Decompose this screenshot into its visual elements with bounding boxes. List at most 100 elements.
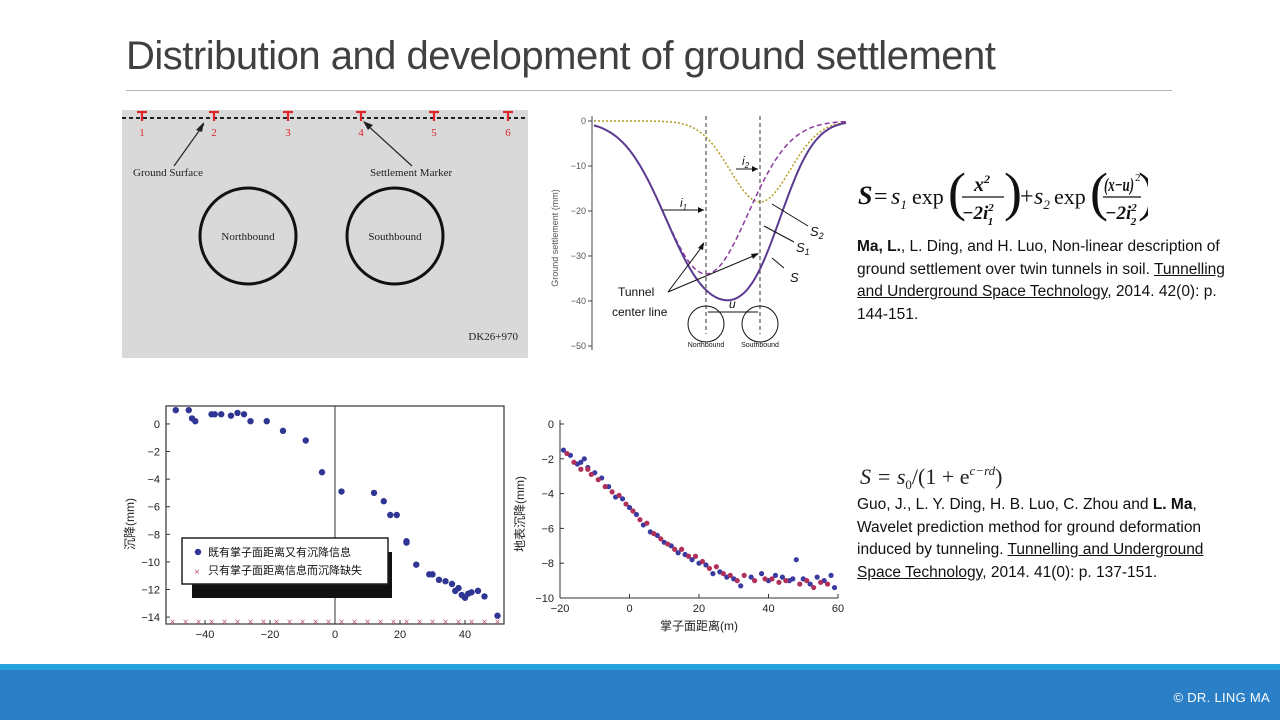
data-point-measured	[279, 427, 287, 435]
data-point-missing: ×	[248, 617, 254, 628]
x-tick-label: 20	[394, 629, 406, 641]
data-point-series-1	[772, 572, 779, 578]
data-point-series-1	[703, 562, 709, 568]
data-point-series-2	[692, 553, 699, 559]
s2-label: S2	[810, 224, 824, 241]
data-point-measured	[413, 561, 420, 568]
y-tick-label: −10	[535, 593, 554, 605]
formula-1-lparen-2: (	[1090, 166, 1108, 222]
data-point-missing: ×	[443, 617, 449, 628]
marker-number-4: 4	[358, 127, 364, 139]
tunnel-label: Tunnel	[618, 285, 654, 299]
reference-2-journal-link[interactable]: Tunnelling and Underground Space Technol…	[857, 541, 1204, 581]
tunnel-leader-1-head	[698, 242, 704, 250]
tunnel-leader-2-head	[751, 253, 759, 259]
data-point-measured	[247, 417, 254, 425]
data-point-missing: ×	[365, 617, 371, 628]
reference-1-journal-link[interactable]: Tunnelling and Underground Space Technol…	[857, 260, 1225, 301]
data-point-series-1	[581, 456, 587, 462]
reference-1-author: Ma, L.	[857, 238, 901, 255]
data-point-missing: ×	[469, 617, 475, 628]
data-point-series-2	[804, 578, 810, 584]
northbound-small-label: Northbound	[688, 342, 725, 349]
data-point-missing: ×	[404, 617, 410, 628]
i1-label: i1	[680, 196, 687, 212]
x-tick-label: 40	[459, 629, 471, 641]
formula-1-eq: =	[874, 184, 888, 210]
y-tick-label: −2	[541, 454, 554, 466]
reference-2-title: , Wavelet prediction method for ground d…	[857, 496, 1202, 558]
data-point-missing: ×	[235, 617, 241, 628]
formula-1-num2-sup: 2	[1135, 172, 1141, 184]
y-tick-label: −4	[147, 474, 160, 486]
data-point-measured	[172, 406, 179, 414]
data-point-measured	[380, 498, 387, 505]
formula-1-den2: −2i2 2	[1105, 202, 1137, 228]
data-point-series-2	[595, 477, 601, 483]
data-point-series-1	[633, 511, 640, 518]
x-axis-label: 掌子面距离(m)	[660, 618, 738, 633]
data-point-series-2	[651, 531, 657, 537]
data-point-missing: ×	[456, 617, 462, 628]
data-point-measured	[442, 578, 449, 585]
northbound-label: Northbound	[221, 231, 275, 243]
data-point-measured	[192, 417, 199, 425]
data-point-series-2	[602, 484, 608, 490]
data-point-measured	[387, 511, 394, 519]
reference-2-author-bold: L. Ma	[1152, 496, 1193, 513]
settlement-curves-figure: 0 −10 −20 −30 −40 −50 Ground settlement (mm) …	[546, 108, 850, 358]
copyright-text: © DR. LING MA	[1173, 690, 1270, 705]
formula-1-svg: S = s1 exp ( x2 −2i2 1 ) + s2 exp ( (x−u)…	[858, 162, 1156, 228]
data-point-series-2	[734, 578, 740, 584]
reference-2: Guo, J., L. Y. Ding, H. B. Luo, C. Zhou …	[857, 494, 1247, 584]
data-point-series-1	[710, 571, 716, 577]
data-point-measured	[263, 417, 270, 425]
data-point-series-1	[689, 557, 695, 563]
data-point-series-1	[619, 496, 626, 502]
formula-1-s2: s2	[1034, 184, 1050, 212]
data-point-measured	[318, 469, 326, 476]
tunnel-leader-2	[667, 253, 759, 293]
data-point-series-2	[741, 572, 747, 578]
footer-bar	[0, 670, 1280, 720]
data-point-measured	[185, 406, 192, 414]
measured-settlement-figure: 沉降(mm) −40 −20 0 20 40 0 −2 −4 −6 −8 −10 −12 −14 × × ×…	[120, 404, 510, 644]
x-tick-label: −20	[261, 629, 280, 641]
data-point-measured	[218, 411, 225, 418]
y-tick-label: −8	[541, 558, 554, 570]
data-point-missing: ×	[222, 617, 228, 628]
marker-number-1: 1	[139, 127, 145, 139]
formula-1-exp2: exp	[1054, 184, 1086, 209]
data-point-measured	[370, 489, 378, 497]
data-point-measured	[211, 411, 218, 418]
y-tick-label: −14	[141, 612, 160, 624]
legend-marker-x: ×	[194, 567, 200, 578]
data-point-series-2	[571, 459, 577, 465]
northbound-tunnel	[198, 186, 298, 286]
legend-marker-circle	[194, 548, 202, 556]
data-point-missing: ×	[482, 617, 488, 628]
ground-surface-label: Ground Surface	[133, 167, 203, 179]
y-tick-label: −4	[541, 489, 554, 501]
settlement-curves-svg: 0−10−20−30−40−50 Ground settlement (mm) …	[550, 116, 847, 351]
data-point-missing: ×	[183, 617, 189, 628]
x-tick-label: −20	[551, 603, 570, 615]
wavelet-prediction-figure: 地表沉降(mm) 掌子面距离(m) −20 0 20 40 60 0 −2 −4 −6 −8 −10	[512, 414, 850, 636]
center-line-label: center line	[612, 305, 668, 319]
y-tick-label: −8	[147, 529, 160, 541]
northbound-circle	[687, 305, 725, 343]
slide-title: Distribution and development of ground s…	[126, 34, 996, 78]
data-point-series-1	[560, 447, 567, 453]
data-point-series-2	[616, 492, 622, 498]
data-point-series-2	[665, 541, 671, 547]
data-point-missing: ×	[352, 617, 358, 628]
data-point-measured	[429, 571, 436, 578]
measured-settlement-svg: 沉降(mm) −40 −20 0 20 40 0 −2 −4 −6 −8 −10 −12 −14 × × ×…	[123, 405, 505, 641]
s-label: S	[790, 270, 799, 285]
y-axis-label: 沉降(mm)	[123, 498, 137, 550]
data-point-measured	[435, 576, 443, 584]
y-tick-label: −10	[141, 557, 160, 569]
data-point-missing: ×	[313, 617, 319, 628]
data-point-measured	[468, 589, 475, 596]
s1-label: S1	[796, 240, 810, 257]
